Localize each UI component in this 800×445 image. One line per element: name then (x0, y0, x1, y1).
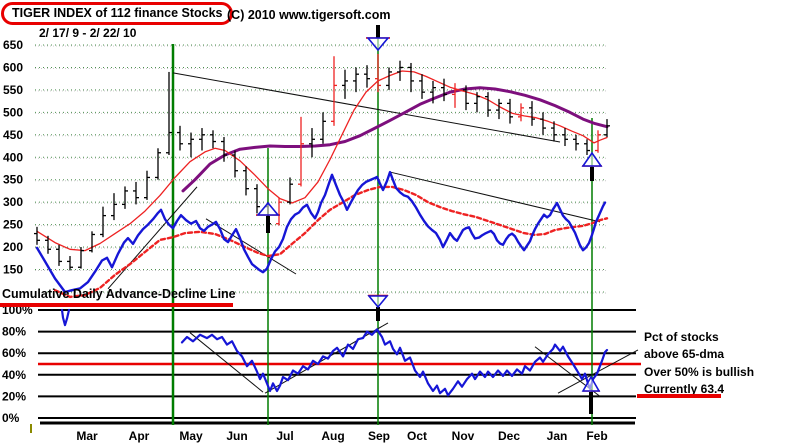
signal-black-bar (376, 25, 380, 38)
price-axis-label: 250 (3, 218, 23, 232)
ad-line-red-underline (0, 303, 233, 307)
ma-fast-red-line (36, 70, 608, 252)
month-label: Sep (368, 429, 390, 443)
buy-arrow-icon (581, 375, 601, 392)
ad-line-blue (35, 170, 607, 294)
copyright-text: (C) 2010 www.tigersoft.com (227, 8, 391, 22)
price-trend-line (107, 186, 198, 290)
price-axis-label: 550 (3, 83, 23, 97)
price-axis-label: 600 (3, 60, 23, 74)
ad-ma-red-dotted-line (53, 185, 609, 299)
ma-65dma-purple-line (181, 86, 609, 193)
month-label: Feb (586, 429, 607, 443)
price-axis-label: 500 (3, 105, 23, 119)
pct-axis-label: 80% (2, 325, 26, 339)
price-axis-label: 400 (3, 150, 23, 164)
month-label: Nov (452, 429, 475, 443)
pct-annotation-currently: Currently 63.4 (644, 382, 725, 397)
month-label: Aug (321, 429, 344, 443)
price-trend-line (389, 171, 601, 223)
price-trend-line (205, 218, 297, 275)
pct-line-blue (180, 328, 609, 397)
month-label: Jun (226, 429, 247, 443)
pct-axis-label: 40% (2, 368, 26, 382)
signal-black-bar (589, 392, 593, 414)
month-label: Jul (276, 429, 293, 443)
pct-annotation-line3: Over 50% is bullish (644, 364, 755, 379)
pct-line-blue-start (60, 308, 71, 327)
pct-annotation-block: Pct of stocks above 65-dma Over 50% is b… (644, 329, 754, 399)
ad-line-label: Cumulative Daily Advance-Decline Line (2, 287, 236, 301)
price-axis-label: 150 (3, 263, 23, 277)
month-label: Dec (498, 429, 520, 443)
pct-axis-label: 20% (2, 389, 26, 403)
sell-arrow-icon (367, 295, 389, 309)
month-label: Oct (407, 429, 427, 443)
price-axis-label: 350 (3, 173, 23, 187)
pct-axis-label: 60% (2, 346, 26, 360)
month-label: Apr (129, 429, 150, 443)
pct-axis-label: 0% (2, 411, 20, 425)
month-label: May (179, 429, 203, 443)
signal-black-bar (590, 167, 594, 181)
pct-trend-line (189, 332, 264, 393)
pct-annotation-line2: above 65-dma (644, 347, 725, 362)
price-trend-line (172, 72, 561, 143)
axis-tick (30, 424, 32, 433)
chart-title: TIGER INDEX of 112 finance Stocks (1, 2, 234, 25)
buy-arrow-icon (256, 201, 280, 216)
month-label: Mar (76, 429, 98, 443)
signal-black-bar (376, 307, 380, 321)
price-axis-label: 300 (3, 195, 23, 209)
pct-annotation-line1: Pct of stocks (644, 330, 719, 344)
price-axis-label: 200 (3, 240, 23, 254)
price-axis-label: 650 (3, 38, 23, 52)
buy-arrow-icon (581, 151, 603, 167)
month-label: Jan (547, 429, 568, 443)
price-axis-label: 450 (3, 128, 23, 142)
date-range: 2/ 17/ 9 - 2/ 22/ 10 (39, 26, 137, 40)
currently-red-underline (637, 394, 721, 398)
sell-arrow-icon (366, 37, 390, 52)
signal-black-bar (266, 216, 270, 233)
